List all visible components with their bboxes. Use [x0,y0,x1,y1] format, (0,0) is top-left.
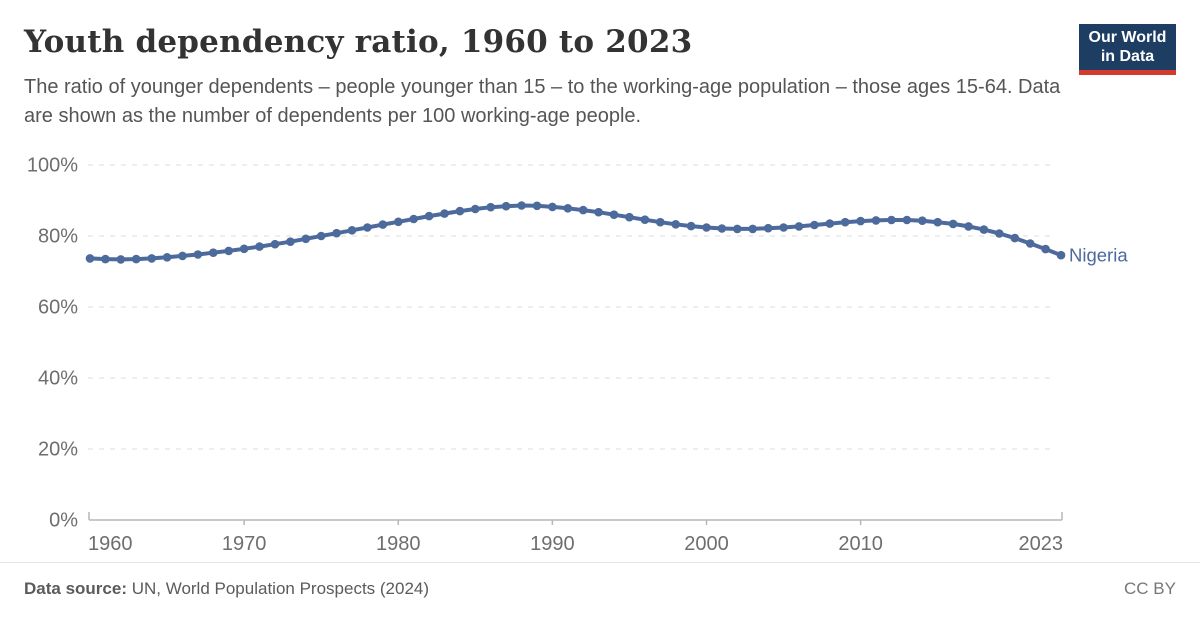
series-end-label[interactable]: Nigeria [1069,245,1128,266]
data-point-2007[interactable] [810,220,819,230]
data-point-1983[interactable] [440,209,449,218]
data-source-label: Data source: [24,579,127,598]
data-point-1960[interactable] [85,254,95,263]
data-source: Data source: UN, World Population Prospe… [24,579,429,599]
x-axis-tick-label: 2000 [684,533,729,555]
data-point-2020[interactable] [1010,233,1020,243]
data-point-1990[interactable] [548,202,557,212]
data-point-2019[interactable] [995,229,1004,238]
x-axis-tick-label: 2010 [838,533,883,555]
line-chart-svg: 0% 20% 40% 60% 80% 100% 1960 1970 1980 1990 2000 20… [27,155,1128,556]
data-point-1992[interactable] [578,205,588,215]
data-point-1997[interactable] [656,217,665,227]
data-point-1985[interactable] [471,204,480,214]
data-point-1987[interactable] [501,201,511,211]
y-axis-tick-label: 40% [38,368,78,390]
data-point-2017[interactable] [964,222,973,231]
series-line-nigeria[interactable] [88,203,1063,262]
data-point-1974[interactable] [301,234,311,244]
data-point-1980[interactable] [394,217,403,227]
data-point-2014[interactable] [918,216,927,225]
data-point-2006[interactable] [794,222,804,231]
data-point-2021[interactable] [1025,239,1035,248]
data-point-1988[interactable] [517,201,526,210]
data-point-1978[interactable] [363,223,372,232]
data-point-1965[interactable] [162,253,172,262]
data-point-1986[interactable] [486,202,496,212]
owid-logo-line1: Our World [1088,29,1167,46]
data-point-1963[interactable] [131,254,141,264]
data-point-1977[interactable] [347,226,357,235]
chart-subtitle: The ratio of younger dependents – people… [24,76,1061,127]
data-point-2002[interactable] [733,224,742,234]
data-point-2016[interactable] [948,219,958,229]
data-point-2018[interactable] [979,225,989,234]
data-point-2015[interactable] [933,217,942,227]
data-point-1993[interactable] [594,207,603,217]
data-point-2008[interactable] [825,219,835,228]
data-point-1964[interactable] [147,254,156,263]
data-point-1989[interactable] [532,201,542,211]
data-point-2010[interactable] [856,216,865,226]
data-point-2023[interactable] [1056,250,1066,260]
x-axis-tick-label: 1960 [88,533,133,555]
data-point-1998[interactable] [671,220,680,229]
x-axis-tick-label: 1990 [530,533,575,555]
data-point-1961[interactable] [101,254,110,264]
y-axis-tick-label: 20% [38,439,78,461]
data-point-1995[interactable] [625,212,634,222]
data-point-1982[interactable] [424,211,434,221]
x-axis-tick-label: 1980 [376,533,421,555]
data-point-2001[interactable] [717,224,727,233]
data-point-1984[interactable] [455,206,465,216]
data-point-1994[interactable] [609,210,619,219]
data-point-1968[interactable] [209,248,218,257]
data-point-1970[interactable] [239,244,249,254]
data-point-2004[interactable] [763,223,773,233]
data-point-1999[interactable] [686,221,696,231]
owid-logo-line2: in Data [1100,48,1155,65]
chart-footer: Data source: UN, World Population Prospe… [0,562,1200,627]
data-point-1967[interactable] [193,250,203,259]
data-point-1996[interactable] [640,215,650,224]
data-point-1962[interactable] [116,255,126,264]
y-axis-tick-label: 100% [27,155,78,177]
data-point-2013[interactable] [902,215,912,225]
y-axis-tick-label: 0% [49,510,78,532]
line-chart: 0% 20% 40% 60% 80% 100% 1960 1970 1980 1990 2000 20… [0,150,1200,562]
data-source-text: UN, World Population Prospects (2024) [126,579,430,598]
data-point-2011[interactable] [871,216,881,225]
data-point-1981[interactable] [409,214,419,224]
x-axis-tick-label: 1970 [222,533,267,555]
data-point-1969[interactable] [224,246,233,256]
chart-header: Youth dependency ratio, 1960 to 2023 Our… [0,0,1200,150]
data-point-1971[interactable] [255,242,264,251]
data-point-1991[interactable] [563,204,573,213]
owid-logo[interactable]: Our World in Data [1079,24,1176,75]
page-title: Youth dependency ratio, 1960 to 2023 [24,24,693,60]
data-point-1972[interactable] [270,239,280,249]
data-point-2000[interactable] [702,223,711,232]
data-point-1966[interactable] [178,251,187,261]
data-point-2022[interactable] [1041,244,1050,254]
license-link[interactable]: CC BY [1124,579,1176,598]
y-axis-tick-label: 60% [38,297,78,319]
data-point-2005[interactable] [779,223,788,232]
x-axis-tick-label: 2023 [1019,533,1064,555]
data-point-2009[interactable] [840,217,850,227]
data-point-1979[interactable] [378,220,388,229]
data-point-1973[interactable] [286,237,295,246]
data-point-2003[interactable] [748,224,757,234]
data-point-2012[interactable] [887,215,896,225]
y-axis-tick-label: 80% [38,226,78,248]
data-point-1975[interactable] [316,231,326,241]
data-point-1976[interactable] [332,228,341,238]
